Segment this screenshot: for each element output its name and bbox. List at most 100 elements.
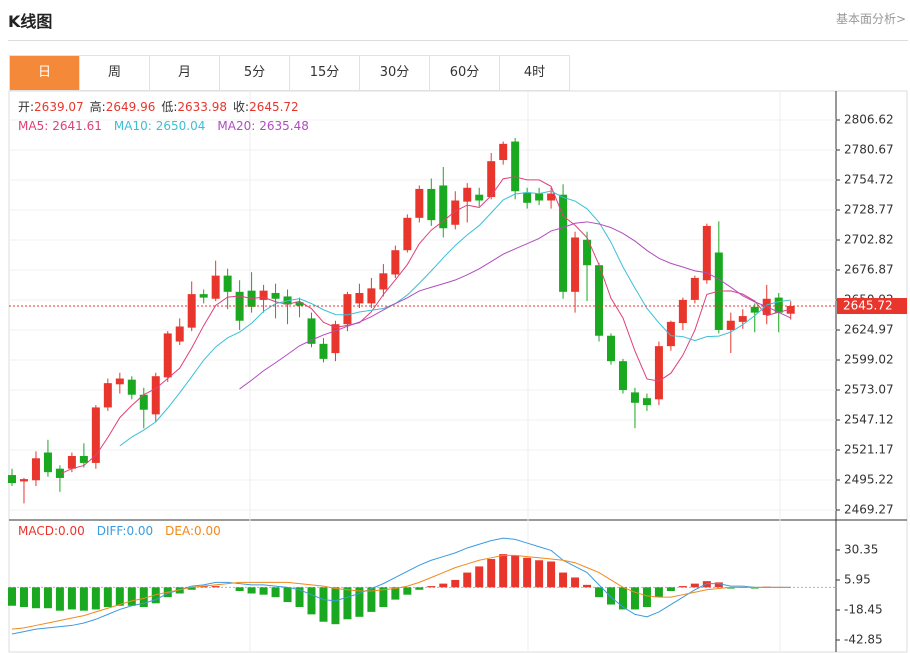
candle-body — [403, 217, 412, 251]
ma-label: MA5: — [18, 119, 48, 133]
candle-body — [595, 265, 604, 336]
diff-line — [11, 537, 791, 635]
candle-body — [115, 378, 124, 385]
candle-body — [355, 292, 364, 304]
divider — [8, 40, 908, 41]
candle-body — [259, 290, 268, 300]
macd-bar — [583, 584, 592, 588]
y-tick-label: 30.35 — [844, 542, 878, 556]
macd-bar — [547, 561, 556, 588]
candle-body — [607, 335, 615, 362]
tab[interactable]: 30分 — [359, 55, 429, 91]
macd-value: 0.00 — [58, 524, 85, 538]
macd-bar — [211, 586, 220, 588]
tab[interactable]: 5分 — [219, 55, 289, 91]
macd-bar — [331, 587, 340, 625]
candle-body — [331, 324, 340, 354]
macd-bar — [127, 587, 136, 606]
y-tick-label: 2547.12 — [844, 413, 894, 427]
page-title: K线图 — [8, 12, 53, 31]
tab-bar: 日周月 5分 15分 30分 60分 4时 — [9, 55, 570, 91]
macd-bar — [403, 587, 412, 595]
tab[interactable]: 日 — [9, 55, 79, 91]
chart-frame — [8, 90, 908, 653]
tab[interactable]: 15分 — [289, 55, 359, 91]
ma-value: 2650.04 — [156, 119, 206, 133]
ma-label: MA10: — [114, 119, 152, 133]
macd-bar — [571, 577, 580, 588]
candle-body — [535, 193, 544, 201]
candle-body — [367, 288, 376, 304]
candle-body — [103, 383, 112, 408]
macd-bar — [43, 587, 52, 609]
ohlc-label: 高: — [90, 99, 106, 114]
macd-bar — [714, 582, 723, 588]
candle-body — [726, 320, 735, 330]
macd-bar — [343, 587, 352, 620]
ohlc-label: 开: — [18, 100, 34, 114]
ma-line — [59, 176, 791, 475]
macd-bar — [139, 587, 148, 607]
y-tick-label: -42.85 — [844, 632, 883, 646]
tab[interactable]: 4时 — [499, 55, 570, 91]
dea-line — [11, 554, 791, 630]
macd-bar — [355, 587, 364, 617]
macd-bar — [523, 557, 532, 588]
candle-body — [642, 398, 651, 406]
candle-body — [19, 479, 28, 482]
macd-bar — [31, 587, 40, 609]
candle-body — [91, 407, 100, 463]
macd-bar — [618, 587, 627, 610]
candle-body — [511, 141, 520, 192]
ma-legend: MA5: 2641.61 MA10: 2650.04 MA20: 2635.48 — [18, 119, 309, 133]
ohlc-legend: 开:2639.07 高:2649.96 低:2633.98 收:2645.72 — [18, 99, 299, 114]
candle-body — [618, 361, 627, 391]
candle-body — [547, 193, 556, 201]
candle-body — [559, 194, 568, 292]
candle-body — [295, 302, 304, 306]
candle-body — [139, 394, 148, 410]
macd-bar — [175, 587, 184, 594]
candle-body — [187, 294, 196, 328]
macd-bar — [115, 587, 124, 606]
candle-body — [463, 187, 472, 202]
macd-bar — [67, 587, 76, 610]
tab[interactable]: 月 — [149, 55, 219, 91]
candle-body — [223, 275, 232, 292]
candle-body — [487, 161, 496, 198]
macd-bar — [8, 587, 16, 606]
macd-bar — [487, 559, 496, 588]
macd-bar — [295, 587, 304, 607]
candle-body — [43, 452, 52, 473]
analysis-link[interactable]: 基本面分析> — [835, 12, 906, 26]
macd-bar — [463, 572, 472, 588]
candle-body — [499, 143, 508, 161]
candle-body — [666, 321, 675, 347]
macd-bar — [283, 587, 292, 603]
candle-body — [451, 200, 460, 225]
macd-bar — [690, 583, 699, 588]
y-tick-label: 2754.72 — [844, 173, 894, 187]
candle-body — [307, 318, 316, 344]
candle-body — [343, 294, 352, 325]
y-tick-label: 2573.07 — [844, 383, 894, 397]
candle-body — [175, 326, 184, 342]
y-tick-label: 2495.22 — [844, 473, 894, 487]
macd-bar — [630, 587, 639, 610]
macd-bar — [91, 587, 100, 610]
macd-bar — [499, 554, 508, 588]
y-tick-label: 2521.17 — [844, 443, 894, 457]
macd-bar — [654, 587, 663, 598]
candle-body — [235, 291, 244, 321]
ma-line — [119, 190, 791, 447]
macd-bar — [271, 587, 280, 598]
current-price-box — [837, 298, 907, 315]
macd-value: 0.00 — [194, 524, 221, 538]
ma-value: 2635.48 — [259, 119, 309, 133]
macd-bar — [427, 586, 436, 588]
macd-bar — [726, 587, 735, 589]
macd-bar — [79, 587, 88, 611]
macd-bar — [750, 587, 759, 589]
y-tick-label: -18.45 — [844, 602, 883, 616]
